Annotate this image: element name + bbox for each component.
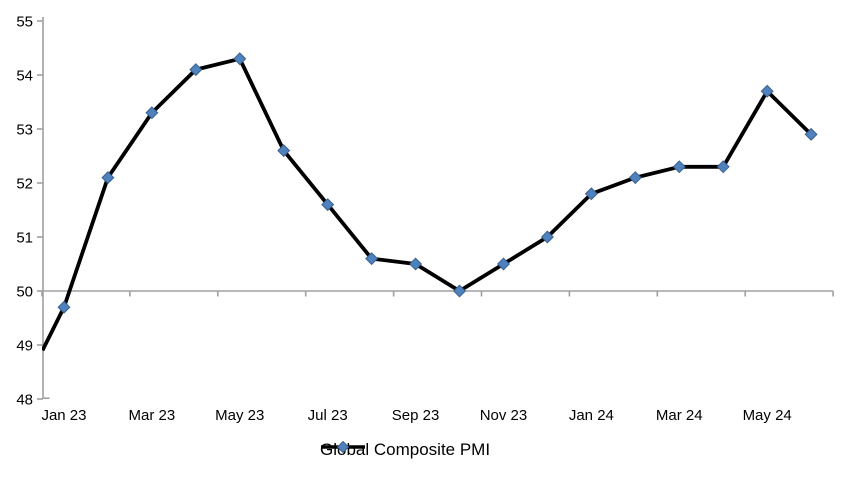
y-tick-label: 50: [16, 284, 33, 301]
x-tick-label: Sep 23: [392, 407, 440, 424]
legend-label: Global Composite PMI: [320, 440, 491, 459]
x-tick-label: Mar 23: [129, 407, 176, 424]
x-tick-label: Jan 24: [569, 407, 614, 424]
data-point-marker: [365, 252, 379, 266]
data-point-marker: [101, 171, 115, 185]
x-tick-label: Jan 23: [41, 407, 86, 424]
y-tick-label: 48: [16, 392, 33, 409]
data-point-marker: [716, 160, 730, 174]
y-tick-label: 52: [16, 176, 33, 193]
data-point-marker: [584, 187, 598, 201]
data-point-marker: [57, 300, 71, 314]
y-tick-label: 51: [16, 230, 33, 247]
y-tick-label: 54: [16, 68, 33, 85]
data-point-marker: [453, 284, 467, 298]
data-point-marker: [804, 127, 818, 141]
pmi-series-line: [42, 56, 813, 352]
data-point-marker: [628, 171, 642, 185]
data-point-marker: [409, 257, 423, 271]
legend-line-marker-icon: [321, 440, 365, 454]
legend: Global Composite PMI: [320, 440, 490, 460]
x-tick-label: May 23: [215, 407, 264, 424]
y-tick-label: 53: [16, 122, 33, 139]
x-tick-label: Nov 23: [480, 407, 528, 424]
data-point-marker: [496, 257, 510, 271]
data-point-marker: [277, 144, 291, 158]
y-tick-label: 49: [16, 338, 33, 355]
data-point-marker: [760, 84, 774, 98]
data-point-marker: [189, 63, 203, 77]
x-tick-label: May 24: [743, 407, 792, 424]
data-point-marker: [321, 198, 335, 212]
x-tick-label: Jul 23: [308, 407, 348, 424]
data-point-marker: [672, 160, 686, 174]
y-tick-label: 55: [16, 14, 33, 31]
data-point-marker: [233, 52, 247, 66]
x-tick-label: Mar 24: [656, 407, 703, 424]
data-point-marker: [145, 106, 159, 120]
data-point-marker: [540, 230, 554, 244]
